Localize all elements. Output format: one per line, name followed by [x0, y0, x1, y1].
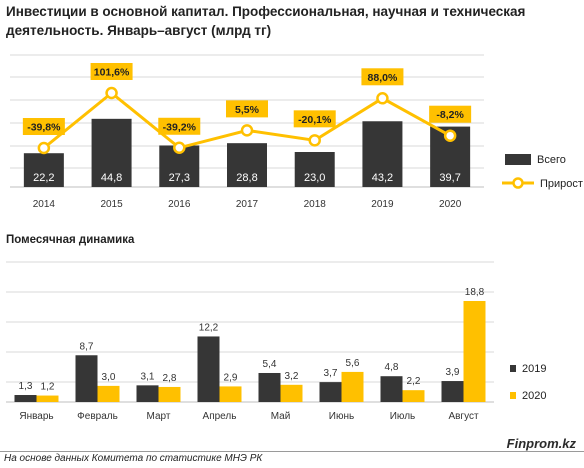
growth-label-2014: -39,8% — [27, 122, 61, 134]
legend-label-total: Всего — [537, 154, 566, 166]
month-label-Февраль: Февраль — [77, 411, 118, 422]
year-label-2019: 2019 — [371, 199, 394, 210]
year-label-2017: 2017 — [236, 199, 259, 210]
bar-2020-label-Январь: 1,2 — [41, 382, 55, 393]
growth-label-box-2018 — [293, 110, 336, 128]
month-label-Июль: Июль — [390, 411, 416, 422]
bar-2020-label-Июль: 2,2 — [407, 376, 421, 387]
bar-2019-Август — [441, 381, 464, 402]
growth-marker-2015 — [105, 86, 118, 100]
bar-total-2017 — [227, 143, 267, 187]
source-note: На основе данных Комитета по статистике … — [4, 453, 263, 464]
growth-label-box-2016 — [158, 117, 201, 135]
month-label-Январь: Январь — [19, 411, 53, 422]
growth-label-2019: 88,0% — [368, 72, 398, 84]
month-label-Апрель: Апрель — [203, 411, 237, 422]
month-label-Август: Август — [448, 411, 479, 422]
month-label-Июнь: Июнь — [329, 411, 354, 422]
legend-swatch-total — [505, 154, 531, 165]
bar-2020-Февраль — [97, 385, 120, 402]
year-label-2015: 2015 — [100, 199, 123, 210]
bar-2019-Март — [136, 385, 159, 402]
growth-label-2017: 5,5% — [235, 104, 260, 116]
bar-total-label-2019: 43,2 — [372, 172, 393, 184]
bar-total-label-2015: 44,8 — [101, 172, 122, 184]
legend-swatch-2019 — [510, 365, 516, 372]
growth-label-2015: 101,6% — [94, 67, 130, 79]
chart-title: Инвестиции в основной капитал. Профессио… — [6, 4, 526, 38]
growth-marker-2014 — [37, 141, 51, 155]
legend-marker-growth — [512, 177, 524, 189]
bar-2020-Апрель — [219, 386, 242, 402]
bar-2019-label-Август: 3,9 — [446, 367, 460, 378]
growth-label-2020: -8,2% — [436, 109, 464, 121]
bar-2020-label-Февраль: 3,0 — [102, 372, 116, 383]
growth-marker-2017 — [240, 124, 254, 137]
bar-2020-Июнь — [341, 371, 364, 402]
bar-2019-label-Март: 3,1 — [141, 371, 155, 382]
bar-2020-label-Июнь: 5,6 — [346, 358, 360, 369]
growth-marker-2020 — [443, 129, 457, 142]
monthly-subtitle: Помесячная динамика — [6, 234, 135, 246]
legend-label-2019: 2019 — [522, 363, 546, 375]
year-label-2014: 2014 — [33, 199, 56, 210]
month-label-Май: Май — [271, 411, 291, 422]
bar-2020-Май — [280, 384, 303, 402]
footer-divider — [0, 451, 584, 452]
growth-label-box-2014 — [22, 118, 65, 135]
bar-2019-Февраль — [75, 355, 98, 402]
growth-label-box-2019 — [361, 68, 404, 86]
growth-label-box-2020 — [429, 105, 472, 123]
bar-2020-label-Март: 2,8 — [163, 373, 177, 384]
bar-total-label-2020: 39,7 — [439, 172, 460, 184]
bar-2019-label-Апрель: 12,2 — [199, 322, 219, 333]
bar-total-2014 — [23, 153, 64, 187]
bar-2020-label-Май: 3,2 — [285, 371, 299, 382]
bar-2019-Январь — [14, 395, 37, 402]
growth-label-box-2017 — [226, 100, 268, 118]
legend-swatch-2020 — [510, 392, 516, 399]
bar-2019-label-Июль: 4,8 — [385, 362, 399, 373]
bar-total-label-2018: 23,0 — [304, 172, 325, 184]
bar-2020-Март — [158, 386, 181, 402]
year-label-2020: 2020 — [439, 199, 462, 210]
bar-total-2019 — [362, 121, 403, 187]
bar-2019-Май — [258, 372, 281, 402]
bar-2020-Июль — [402, 390, 425, 402]
growth-marker-2019 — [376, 92, 389, 105]
bar-2019-label-Январь: 1,3 — [19, 381, 33, 392]
growth-label-2018: -20,1% — [298, 114, 332, 126]
growth-marker-2018 — [308, 134, 321, 147]
bar-total-label-2016: 27,3 — [169, 172, 190, 184]
year-label-2018: 2018 — [304, 199, 327, 210]
bar-total-label-2014: 22,2 — [33, 172, 54, 184]
brand-logo-text: Finprom.kz — [506, 436, 576, 451]
bar-2019-label-Февраль: 8,7 — [80, 341, 94, 352]
bar-total-2015 — [91, 118, 132, 187]
bar-2019-Июнь — [319, 382, 342, 402]
bar-2020-label-Апрель: 2,9 — [224, 372, 238, 383]
bar-total-2018 — [294, 152, 335, 187]
legend-label-growth: Прирост — [540, 178, 583, 190]
bar-2019-label-Май: 5,4 — [263, 359, 277, 370]
growth-marker-2016 — [173, 141, 186, 155]
legend-label-2020: 2020 — [522, 390, 546, 402]
bar-2019-Июль — [380, 376, 403, 402]
bar-2019-label-Июнь: 3,7 — [324, 368, 338, 379]
growth-label-2016: -39,2% — [163, 121, 197, 133]
month-label-Март: Март — [147, 411, 171, 422]
bar-2020-Август — [463, 301, 486, 402]
bar-total-label-2017: 28,8 — [236, 172, 257, 184]
bar-2020-label-Август: 18,8 — [465, 287, 485, 298]
growth-label-box-2015 — [90, 63, 133, 80]
year-label-2016: 2016 — [168, 199, 191, 210]
bar-2020-Январь — [36, 395, 59, 402]
bar-2019-Апрель — [197, 336, 220, 402]
